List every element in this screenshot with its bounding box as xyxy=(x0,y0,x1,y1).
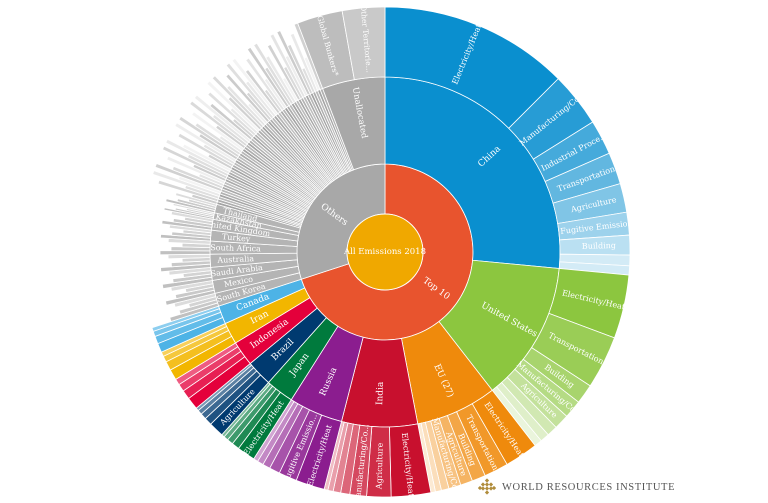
sector-segment-unallocated-10-1[interactable] xyxy=(341,6,386,81)
wri-logo: WORLD RESOURCES INSTITUTE xyxy=(478,478,675,496)
wri-diamond-icon xyxy=(478,478,496,495)
wri-logo-text: WORLD RESOURCES INSTITUTE xyxy=(502,481,676,493)
center-circle[interactable] xyxy=(346,213,424,291)
